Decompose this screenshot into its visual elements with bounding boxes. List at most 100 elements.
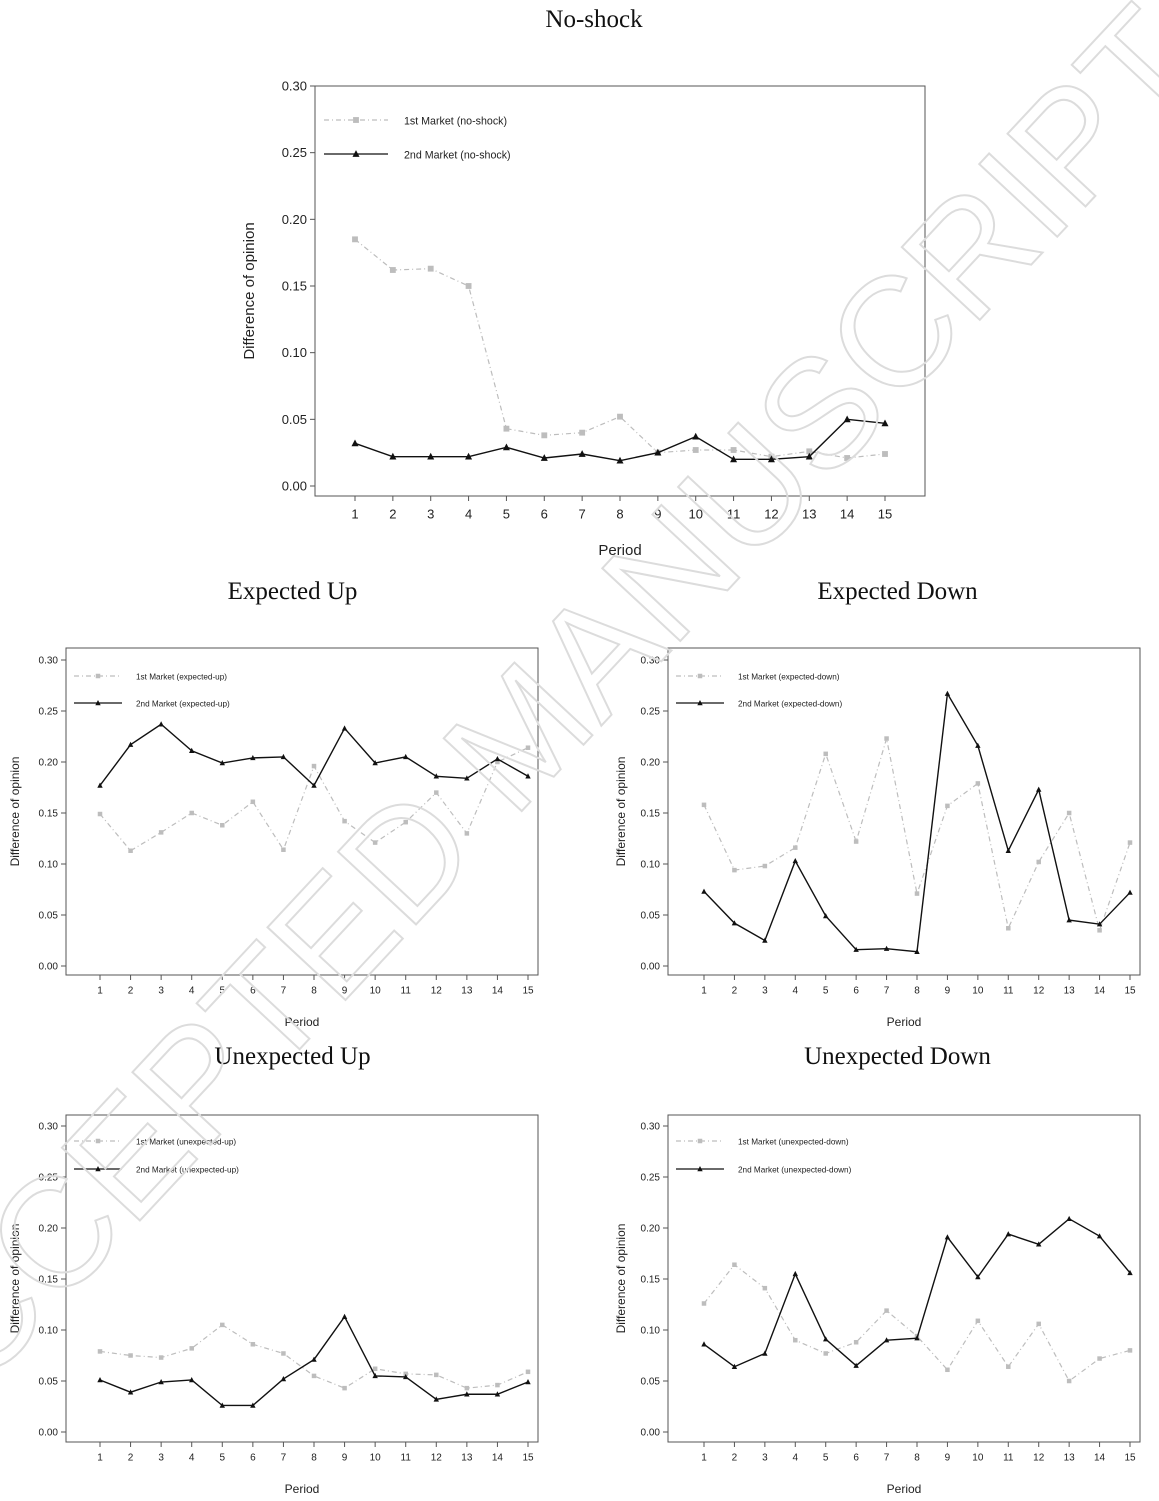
data-point — [1005, 1231, 1011, 1237]
x-tick-label: 1 — [97, 1453, 103, 1464]
data-point — [434, 1372, 439, 1378]
x-tick-label: 1 — [701, 986, 707, 997]
y-tick-label: 0.00 — [282, 479, 307, 494]
x-tick-label: 7 — [884, 1453, 890, 1464]
x-tick-label: 8 — [311, 986, 317, 997]
x-tick-label: 12 — [764, 507, 778, 522]
legend-marker — [95, 1166, 101, 1172]
data-point — [389, 452, 397, 460]
x-tick-label: 1 — [97, 986, 103, 997]
legend-label: 2nd Market (unexpected-down) — [738, 1166, 852, 1175]
data-point — [97, 782, 103, 788]
x-tick-label: 6 — [250, 1453, 256, 1464]
x-tick-label: 11 — [401, 1453, 412, 1464]
data-point — [806, 448, 813, 455]
x-tick-label: 9 — [342, 1453, 348, 1464]
data-point — [525, 745, 531, 750]
data-point — [127, 1389, 134, 1395]
data-point — [884, 736, 889, 741]
x-tick-label: 2 — [732, 1453, 738, 1464]
x-tick-label: 5 — [823, 1453, 829, 1464]
legend-marker — [697, 1166, 703, 1172]
y-tick-label: 0.15 — [282, 279, 307, 294]
data-point — [1127, 889, 1133, 895]
y-axis-label: Difference of opinion — [614, 757, 628, 867]
x-tick-label: 12 — [431, 1453, 443, 1464]
data-point — [250, 1402, 256, 1408]
x-tick-label: 14 — [1094, 986, 1106, 997]
chart-2: 0.000.050.100.150.200.250.301 2 3 4 5 6 7 8 9 10 1… — [614, 647, 1141, 1029]
y-axis-label: Difference of opinion — [8, 757, 22, 867]
data-point — [762, 1350, 768, 1356]
data-point — [311, 763, 317, 769]
data-point — [843, 415, 851, 423]
x-tick-label: 15 — [878, 507, 892, 522]
data-point — [403, 1373, 409, 1380]
x-tick-label: 9 — [654, 507, 661, 522]
data-point — [881, 419, 889, 427]
y-tick-label: 0.15 — [39, 809, 59, 820]
y-tick-label: 0.10 — [39, 860, 59, 871]
data-point — [433, 773, 439, 779]
data-point — [128, 848, 133, 853]
data-point — [883, 1337, 890, 1343]
data-point — [352, 236, 358, 243]
data-point — [465, 452, 473, 460]
x-tick-label: 15 — [1124, 1453, 1136, 1464]
data-point — [1006, 926, 1011, 931]
y-tick-label: 0.30 — [282, 79, 307, 94]
data-point — [342, 818, 347, 824]
data-point — [189, 1346, 194, 1351]
data-point — [158, 721, 164, 727]
data-point — [541, 432, 548, 439]
chart-4: 0.000.050.100.150.200.250.301 2 3 4 5 6 7 8 9 10 1… — [614, 1114, 1141, 1496]
data-point — [372, 1372, 378, 1379]
x-tick-label: 14 — [1094, 1453, 1106, 1464]
x-tick-label: 8 — [311, 1453, 317, 1464]
data-point — [128, 1353, 133, 1358]
x-tick-label: 6 — [853, 986, 859, 997]
legend-marker — [352, 150, 360, 157]
data-point — [914, 948, 920, 954]
data-point — [280, 753, 287, 760]
data-point — [434, 790, 439, 795]
data-point — [372, 840, 378, 845]
data-point — [578, 450, 586, 457]
plot-frame — [667, 1114, 1141, 1443]
data-point — [975, 742, 981, 748]
data-point — [502, 443, 510, 451]
data-point — [433, 1396, 439, 1402]
data-point — [97, 1377, 103, 1383]
series-line-2 — [703, 691, 1131, 953]
data-point — [280, 1375, 287, 1382]
data-point — [616, 456, 624, 464]
y-tick-label: 0.25 — [641, 707, 661, 718]
data-point — [1066, 810, 1072, 816]
x-tick-label: 14 — [840, 507, 854, 522]
data-point — [311, 782, 317, 788]
data-point — [464, 775, 470, 781]
data-point — [220, 1322, 225, 1328]
data-point — [882, 451, 888, 457]
data-point — [1066, 917, 1072, 923]
legend-label: 2nd Market (expected-down) — [738, 700, 842, 709]
series-line-2 — [354, 418, 886, 462]
y-tick-label: 0.05 — [39, 1377, 59, 1388]
legend-marker — [697, 673, 703, 679]
data-point — [464, 1385, 470, 1391]
x-tick-label: 11 — [401, 986, 412, 997]
x-tick-label: 5 — [220, 1453, 226, 1464]
x-tick-label: 6 — [853, 1453, 859, 1464]
x-tick-label: 7 — [579, 507, 586, 522]
x-tick-label: 1 — [701, 1453, 707, 1464]
data-point — [1005, 847, 1011, 853]
data-point — [730, 447, 737, 453]
x-axis-label: Period — [285, 1482, 320, 1496]
data-point — [883, 945, 890, 951]
data-point — [403, 819, 408, 825]
x-tick-label: 6 — [250, 986, 256, 997]
data-point — [427, 452, 435, 460]
x-tick-label: 3 — [762, 1453, 768, 1464]
y-tick-label: 0.30 — [641, 656, 661, 667]
y-tick-label: 0.25 — [641, 1173, 661, 1184]
